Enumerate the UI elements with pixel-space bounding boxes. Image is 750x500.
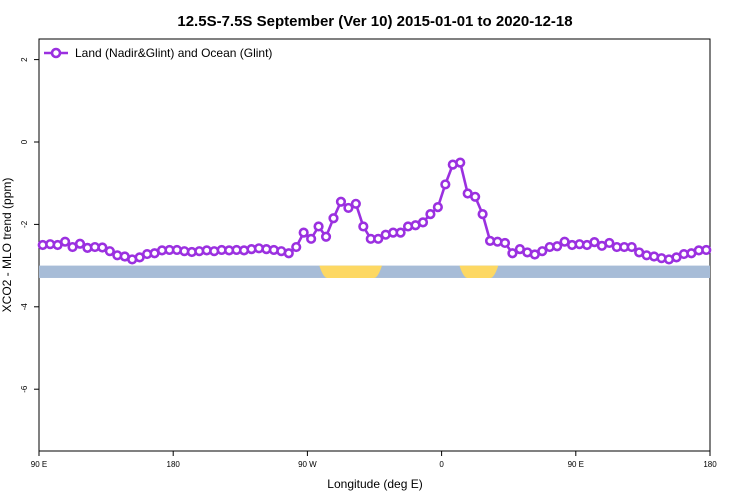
series-layer bbox=[37, 157, 712, 265]
plot-area: 90 E 180 90 W 0 90 E 180 2 0 -2 -4 -6 bbox=[20, 38, 717, 469]
x-tick-label: 0 bbox=[439, 460, 444, 469]
y-tick-label: 2 bbox=[20, 57, 29, 62]
land-span bbox=[319, 265, 382, 278]
data-point bbox=[455, 157, 466, 168]
data-point bbox=[470, 191, 481, 202]
data-point bbox=[320, 231, 332, 242]
chart-title: 12.5S-7.5S September (Ver 10) 2015-01-01… bbox=[177, 13, 572, 30]
legend-label: Land (Nadir&Glint) and Ocean (Glint) bbox=[75, 46, 272, 60]
y-tick-label: 0 bbox=[20, 139, 29, 144]
data-point bbox=[552, 241, 563, 252]
data-point bbox=[589, 237, 600, 248]
data-point bbox=[97, 242, 108, 253]
data-point bbox=[507, 248, 518, 259]
data-point bbox=[395, 227, 406, 238]
data-point bbox=[537, 246, 548, 257]
data-point bbox=[313, 221, 324, 232]
x-tick-label: 90 E bbox=[568, 460, 584, 469]
data-point bbox=[59, 236, 71, 247]
x-tick-label: 90 E bbox=[31, 460, 47, 469]
y-axis-title: XCO2 - MLO trend (ppm) bbox=[0, 178, 14, 313]
data-point bbox=[417, 217, 429, 228]
y-tick-label: -4 bbox=[20, 303, 29, 311]
data-point bbox=[425, 209, 436, 220]
y-axis-ticks: 2 0 -2 -4 -6 bbox=[20, 57, 39, 393]
y-tick-label: -2 bbox=[20, 220, 29, 228]
y-tick-label: -6 bbox=[20, 385, 29, 393]
data-point bbox=[298, 227, 309, 238]
data-point bbox=[350, 198, 361, 209]
data-point bbox=[328, 213, 339, 224]
data-point bbox=[477, 209, 488, 220]
data-point bbox=[499, 237, 511, 249]
x-tick-label: 90 W bbox=[298, 460, 317, 469]
data-point bbox=[335, 196, 347, 207]
legend: Land (Nadir&Glint) and Ocean (Glint) bbox=[44, 46, 272, 60]
data-point bbox=[626, 241, 637, 253]
x-tick-label: 180 bbox=[703, 460, 717, 469]
legend-marker-swatch bbox=[50, 47, 62, 59]
data-point bbox=[74, 238, 86, 249]
x-axis-ticks: 90 E 180 90 W 0 90 E 180 bbox=[31, 451, 717, 469]
x-tick-label: 180 bbox=[167, 460, 181, 469]
data-point bbox=[604, 237, 615, 249]
land-span bbox=[459, 265, 499, 278]
data-point bbox=[283, 248, 294, 259]
x-axis-title: Longitude (deg E) bbox=[327, 477, 422, 491]
data-point bbox=[104, 246, 115, 257]
data-point bbox=[343, 202, 354, 214]
data-point bbox=[440, 179, 451, 190]
data-point bbox=[291, 241, 302, 253]
land-ocean-bar bbox=[39, 265, 710, 278]
data-point bbox=[432, 201, 443, 213]
data-point bbox=[701, 244, 712, 256]
data-point bbox=[306, 233, 317, 244]
data-point bbox=[358, 221, 369, 232]
data-point bbox=[373, 233, 384, 244]
